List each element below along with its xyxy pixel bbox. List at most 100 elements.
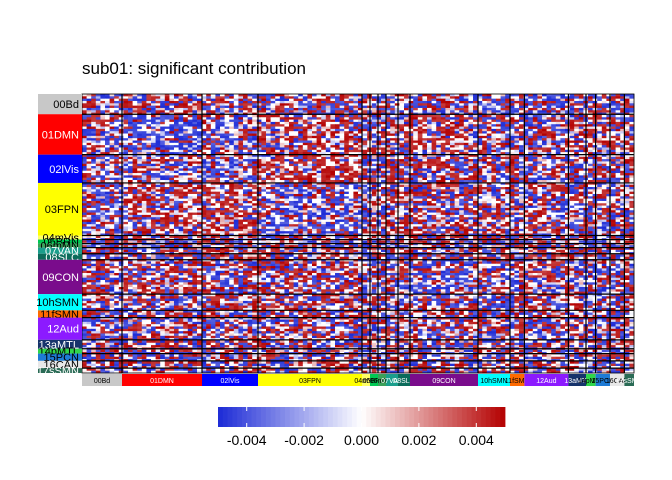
heatmap-cell (440, 152, 446, 155)
heatmap-cell (496, 94, 501, 97)
heatmap-cell (408, 126, 414, 130)
heatmap-cell (316, 166, 322, 169)
heatmap-cell (399, 166, 405, 169)
heatmap-cell (399, 100, 405, 104)
heatmap-cell (187, 154, 193, 158)
heatmap-cell (279, 121, 285, 125)
heatmap-cell (238, 170, 244, 174)
heatmap-cell (155, 110, 161, 113)
heatmap-cell (132, 189, 138, 192)
heatmap-cell (169, 114, 175, 118)
heatmap-cell (215, 138, 221, 141)
heatmap-cell (109, 140, 115, 144)
heatmap-cell (546, 138, 552, 141)
heatmap-cell (206, 161, 212, 165)
heatmap-cell (302, 149, 308, 153)
heatmap-cell (261, 94, 267, 97)
heatmap-cell (491, 121, 497, 125)
heatmap-cell (261, 161, 267, 165)
heatmap-cell (486, 149, 492, 153)
heatmap-cell (413, 175, 419, 179)
heatmap-cell (330, 173, 336, 176)
heatmap-cell (312, 170, 317, 174)
heatmap-cell (413, 182, 419, 186)
heatmap-cell (399, 180, 405, 183)
heatmap-cell (293, 107, 299, 111)
heatmap-cell (109, 98, 115, 102)
heatmap-cell (445, 182, 451, 186)
heatmap-cell (519, 142, 524, 146)
heatmap-cell (353, 94, 359, 97)
heatmap-cell (95, 168, 101, 172)
heatmap-cell (141, 96, 147, 100)
heatmap-cell (629, 149, 635, 153)
heatmap-cell (279, 156, 285, 160)
heatmap-cell (454, 173, 460, 176)
heatmap-cell (201, 175, 207, 179)
heatmap-cell (330, 128, 336, 132)
heatmap-cell (95, 96, 101, 100)
heatmap-cell (371, 189, 377, 192)
heatmap-cell (348, 166, 354, 169)
heatmap-cell (224, 168, 230, 172)
heatmap-cell (128, 119, 133, 123)
heatmap-cell (376, 131, 382, 134)
heatmap-cell (123, 149, 129, 153)
heatmap-cell (187, 110, 193, 113)
heatmap-cell (220, 131, 225, 134)
heatmap-cell (137, 135, 143, 139)
heatmap-cell (362, 114, 368, 118)
heatmap-cell (482, 163, 488, 167)
heatmap-cell (256, 180, 262, 183)
heatmap-cell (289, 114, 294, 118)
heatmap-cell (454, 156, 460, 160)
heatmap-cell (284, 156, 290, 160)
heatmap-cell (486, 177, 492, 181)
heatmap-cell (146, 131, 152, 134)
heatmap-cell (362, 161, 368, 165)
heatmap-cell (123, 124, 129, 127)
heatmap-cell (312, 94, 317, 97)
heatmap-cell (353, 145, 359, 148)
heatmap-cell (335, 168, 340, 172)
heatmap-cell (427, 187, 432, 190)
heatmap-cell (500, 110, 506, 113)
heatmap-cell (229, 168, 235, 172)
heatmap-cell (238, 135, 244, 139)
heatmap-cell (505, 131, 511, 134)
heatmap-cell (344, 128, 350, 132)
heatmap-cell (353, 103, 359, 106)
heatmap-cell (615, 121, 621, 125)
heatmap-cell (574, 119, 580, 123)
heatmap-cell (473, 163, 478, 167)
heatmap-cell (519, 121, 524, 125)
heatmap-cell (394, 152, 400, 155)
heatmap-cell (86, 166, 92, 169)
heatmap-cell (445, 138, 451, 141)
heatmap-cell (413, 117, 419, 120)
heatmap-cell (307, 180, 313, 183)
heatmap-cell (109, 131, 115, 134)
heatmap-cell (523, 128, 529, 132)
heatmap-cell (95, 140, 101, 144)
heatmap-cell (183, 159, 189, 162)
heatmap-cell (519, 124, 524, 127)
heatmap-cell (551, 96, 557, 100)
heatmap-cell (146, 184, 152, 188)
heatmap-cell (505, 173, 511, 176)
heatmap-cell (137, 110, 143, 113)
heatmap-cell (358, 124, 363, 127)
heatmap-cell (463, 124, 469, 127)
heatmap-cell (381, 138, 386, 141)
heatmap-cell (532, 138, 538, 141)
heatmap-cell (312, 133, 317, 137)
heatmap-cell (431, 103, 437, 106)
heatmap-cell (178, 133, 184, 137)
heatmap-cell (174, 170, 179, 174)
heatmap-cell (109, 173, 115, 176)
heatmap-cell (325, 147, 331, 151)
heatmap-cell (404, 107, 409, 111)
heatmap-cell (330, 100, 336, 104)
heatmap-cell (137, 100, 143, 104)
heatmap-cell (128, 94, 133, 97)
